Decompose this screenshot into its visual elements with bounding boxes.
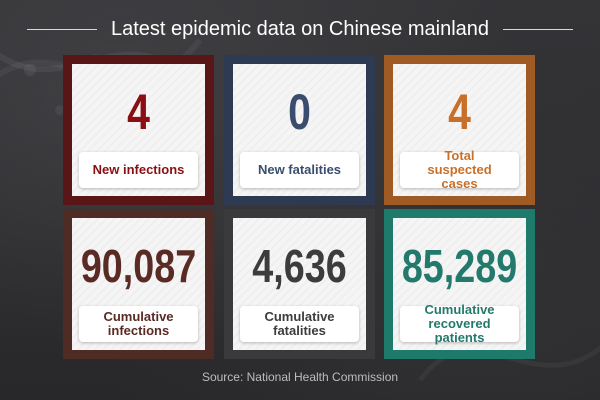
title-divider-right [503, 28, 574, 30]
stat-label: New infections [79, 152, 198, 188]
stat-card-panel: 0 New fatalities [233, 64, 366, 196]
stat-label: Cumulative fatalities [240, 306, 359, 342]
page-title: Latest epidemic data on Chinese mainland [110, 17, 490, 40]
header: Latest epidemic data on Chinese mainland [0, 14, 600, 44]
source-note: Source: National Health Commission [201, 370, 399, 384]
stat-value: 4,636 [252, 240, 347, 292]
stat-card-panel: 85,289 Cumulative recovered patients [393, 218, 526, 350]
stat-value: 4 [127, 84, 150, 140]
stat-card-panel: 90,087 Cumulative infections [72, 218, 205, 350]
stat-card-new-infections: 4 New infections [63, 55, 214, 205]
stat-value: 85,289 [401, 240, 518, 292]
stat-card-panel: 4 Total suspected cases [393, 64, 526, 196]
stat-card-cumulative-fatalities: 4,636 Cumulative fatalities [224, 209, 375, 359]
stat-label: Cumulative infections [79, 306, 198, 342]
stat-card-total-suspected-cases: 4 Total suspected cases [384, 55, 535, 205]
stat-value: 90,087 [80, 240, 197, 292]
stat-card-panel: 4,636 Cumulative fatalities [233, 218, 366, 350]
stat-value: 0 [288, 84, 311, 140]
stat-card-cumulative-recovered: 85,289 Cumulative recovered patients [384, 209, 535, 359]
stat-card-cumulative-infections: 90,087 Cumulative infections [63, 209, 214, 359]
stat-card-new-fatalities: 0 New fatalities [224, 55, 375, 205]
stat-value: 4 [448, 84, 471, 140]
stat-label: Cumulative recovered patients [400, 303, 519, 345]
stat-label: Total suspected cases [400, 149, 519, 191]
stat-label: New fatalities [240, 152, 359, 188]
title-divider-left [26, 28, 97, 30]
stat-card-panel: 4 New infections [72, 64, 205, 196]
